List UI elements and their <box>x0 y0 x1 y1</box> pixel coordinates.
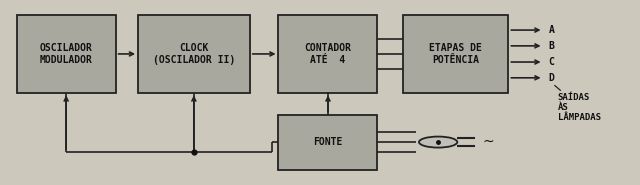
Circle shape <box>419 137 458 148</box>
Text: CONTADOR
ATÉ  4: CONTADOR ATÉ 4 <box>305 43 351 65</box>
Text: ~: ~ <box>483 135 495 149</box>
FancyBboxPatch shape <box>278 15 378 92</box>
Text: SAÍDAS
ÀS
LÂMPADAS: SAÍDAS ÀS LÂMPADAS <box>557 92 600 122</box>
Text: A: A <box>548 25 554 35</box>
Text: C: C <box>548 57 554 67</box>
FancyBboxPatch shape <box>138 15 250 92</box>
FancyBboxPatch shape <box>278 115 378 170</box>
Text: B: B <box>548 41 554 51</box>
Text: OSCILADOR
MODULADOR: OSCILADOR MODULADOR <box>40 43 93 65</box>
FancyBboxPatch shape <box>17 15 116 92</box>
Text: ETAPAS DE
POTÊNCIA: ETAPAS DE POTÊNCIA <box>429 43 482 65</box>
Text: CLOCK
(OSCILADOR II): CLOCK (OSCILADOR II) <box>153 43 235 65</box>
Text: FONTE: FONTE <box>314 137 342 147</box>
FancyBboxPatch shape <box>403 15 508 92</box>
Text: D: D <box>548 73 554 83</box>
